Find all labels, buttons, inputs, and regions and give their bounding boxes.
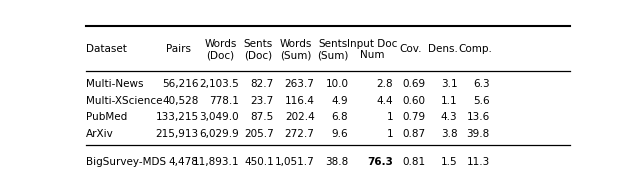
Text: 4.3: 4.3 bbox=[441, 112, 458, 122]
Text: 5.6: 5.6 bbox=[473, 96, 490, 106]
Text: 76.3: 76.3 bbox=[367, 157, 393, 167]
Text: 23.7: 23.7 bbox=[251, 96, 274, 106]
Text: 116.4: 116.4 bbox=[285, 96, 315, 106]
Text: 3,049.0: 3,049.0 bbox=[200, 112, 239, 122]
Text: 11,893.1: 11,893.1 bbox=[193, 157, 239, 167]
Text: 13.6: 13.6 bbox=[467, 112, 490, 122]
Text: 6,029.9: 6,029.9 bbox=[200, 129, 239, 139]
Text: 2,103.5: 2,103.5 bbox=[200, 79, 239, 89]
Text: PubMed: PubMed bbox=[86, 112, 127, 122]
Text: 202.4: 202.4 bbox=[285, 112, 315, 122]
Text: 2.8: 2.8 bbox=[376, 79, 393, 89]
Text: BigSurvey-MDS: BigSurvey-MDS bbox=[86, 157, 166, 167]
Text: 0.87: 0.87 bbox=[402, 129, 425, 139]
Text: 0.60: 0.60 bbox=[402, 96, 425, 106]
Text: 133,215: 133,215 bbox=[156, 112, 198, 122]
Text: 6.8: 6.8 bbox=[332, 112, 348, 122]
Text: 1.5: 1.5 bbox=[441, 157, 458, 167]
Text: 215,913: 215,913 bbox=[156, 129, 198, 139]
Text: Multi-XScience: Multi-XScience bbox=[86, 96, 163, 106]
Text: 3.1: 3.1 bbox=[441, 79, 458, 89]
Text: Multi-News: Multi-News bbox=[86, 79, 143, 89]
Text: 4.9: 4.9 bbox=[332, 96, 348, 106]
Text: Pairs: Pairs bbox=[166, 44, 191, 55]
Text: 450.1: 450.1 bbox=[244, 157, 274, 167]
Text: 1: 1 bbox=[387, 112, 393, 122]
Text: 6.3: 6.3 bbox=[473, 79, 490, 89]
Text: 10.0: 10.0 bbox=[325, 79, 348, 89]
Text: 0.81: 0.81 bbox=[402, 157, 425, 167]
Text: 39.8: 39.8 bbox=[467, 129, 490, 139]
Text: 56,216: 56,216 bbox=[162, 79, 198, 89]
Text: Comp.: Comp. bbox=[458, 44, 492, 55]
Text: 40,528: 40,528 bbox=[162, 96, 198, 106]
Text: 205.7: 205.7 bbox=[244, 129, 274, 139]
Text: 272.7: 272.7 bbox=[285, 129, 315, 139]
Text: 3.8: 3.8 bbox=[441, 129, 458, 139]
Text: 11.3: 11.3 bbox=[467, 157, 490, 167]
Text: Sents
(Doc): Sents (Doc) bbox=[243, 39, 273, 60]
Text: 82.7: 82.7 bbox=[251, 79, 274, 89]
Text: 4.4: 4.4 bbox=[376, 96, 393, 106]
Text: 87.5: 87.5 bbox=[251, 112, 274, 122]
Text: 0.69: 0.69 bbox=[402, 79, 425, 89]
Text: 1.1: 1.1 bbox=[441, 96, 458, 106]
Text: 9.6: 9.6 bbox=[332, 129, 348, 139]
Text: 38.8: 38.8 bbox=[325, 157, 348, 167]
Text: Cov.: Cov. bbox=[399, 44, 422, 55]
Text: 263.7: 263.7 bbox=[285, 79, 315, 89]
Text: Sents
(Sum): Sents (Sum) bbox=[317, 39, 349, 60]
Text: Dataset: Dataset bbox=[86, 44, 127, 55]
Text: 1: 1 bbox=[387, 129, 393, 139]
Text: 4,478: 4,478 bbox=[169, 157, 198, 167]
Text: Input Doc
Num: Input Doc Num bbox=[347, 39, 397, 60]
Text: Words
(Doc): Words (Doc) bbox=[204, 39, 237, 60]
Text: Dens.: Dens. bbox=[428, 44, 458, 55]
Text: 1,051.7: 1,051.7 bbox=[275, 157, 315, 167]
Text: Words
(Sum): Words (Sum) bbox=[280, 39, 312, 60]
Text: 0.79: 0.79 bbox=[402, 112, 425, 122]
Text: ArXiv: ArXiv bbox=[86, 129, 114, 139]
Text: 778.1: 778.1 bbox=[209, 96, 239, 106]
